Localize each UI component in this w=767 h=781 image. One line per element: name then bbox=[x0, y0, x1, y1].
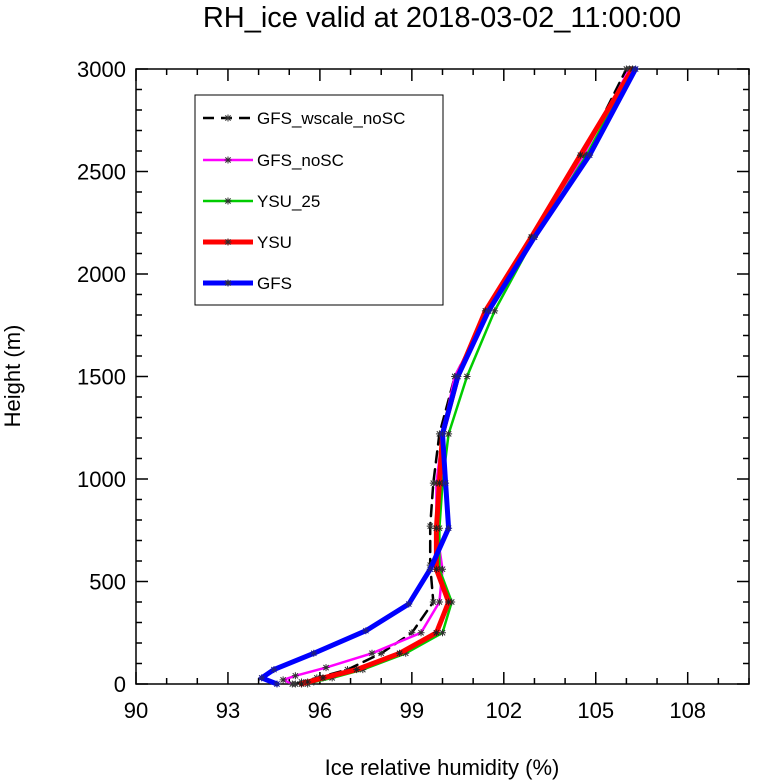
legend-marker-GFS bbox=[224, 279, 232, 287]
legend-marker-GFS_noSC bbox=[224, 156, 232, 164]
data-point-GFS_wscale_noSC bbox=[429, 598, 437, 606]
data-point-YSU bbox=[319, 674, 327, 682]
data-point-GFS bbox=[405, 600, 413, 608]
data-point-YSU bbox=[432, 524, 440, 532]
data-point-GFS bbox=[445, 524, 453, 532]
legend: GFS_wscale_noSC GFS_noSC YSU_25 YSU GFS bbox=[194, 94, 444, 306]
y-tick-label: 500 bbox=[89, 570, 126, 595]
data-point-YSU bbox=[445, 598, 453, 606]
data-point-GFS_noSC bbox=[368, 649, 376, 657]
data-point-GFS bbox=[426, 565, 434, 573]
data-point-YSU_25 bbox=[491, 307, 499, 315]
data-point-YSU bbox=[304, 678, 312, 686]
y-axis-label: Height (m) bbox=[0, 325, 25, 428]
data-point-YSU_25 bbox=[439, 629, 446, 637]
data-point-GFS_noSC bbox=[279, 676, 287, 684]
x-tick-label: 99 bbox=[400, 698, 424, 723]
data-point-YSU bbox=[298, 680, 306, 688]
series-line-YSU bbox=[299, 66, 635, 687]
data-point-YSU bbox=[396, 649, 404, 657]
data-point-GFS bbox=[362, 627, 370, 635]
data-point-GFS bbox=[632, 65, 640, 73]
data-point-GFS_noSC bbox=[417, 629, 425, 637]
x-tick-label: 108 bbox=[669, 698, 706, 723]
legend-marker-GFS_wscale_noSC bbox=[224, 114, 232, 122]
legend-label: GFS_noSC bbox=[257, 151, 344, 170]
data-point-GFS bbox=[454, 373, 462, 380]
data-point-YSU_25 bbox=[445, 430, 453, 438]
data-point-GFS bbox=[586, 151, 594, 159]
legend-marker-YSU_25 bbox=[224, 197, 232, 205]
data-point-GFS bbox=[530, 233, 538, 241]
data-point-GFS_wscale_noSC bbox=[426, 522, 434, 530]
data-point-YSU bbox=[432, 565, 440, 573]
chart-title: RH_ice valid at 2018-03-02_11:00:00 bbox=[203, 2, 681, 34]
legend-label: YSU bbox=[257, 233, 292, 252]
data-point-GFS_noSC bbox=[288, 680, 296, 688]
data-point-YSU_25 bbox=[463, 373, 471, 380]
x-tick-label: 96 bbox=[308, 698, 332, 723]
x-tick-label: 102 bbox=[485, 698, 522, 723]
legend-label: YSU_25 bbox=[257, 192, 320, 211]
y-tick-label: 1000 bbox=[77, 467, 126, 492]
y-tick-label: 2500 bbox=[77, 160, 126, 185]
y-tick-label: 0 bbox=[114, 672, 126, 697]
data-point-YSU bbox=[435, 479, 443, 487]
data-point-GFS bbox=[439, 430, 446, 438]
data-point-GFS_noSC bbox=[435, 598, 443, 606]
legend-label: GFS_wscale_noSC bbox=[257, 109, 405, 128]
data-point-GFS bbox=[442, 479, 450, 487]
data-point-YSU bbox=[353, 666, 361, 674]
x-tick-label: 105 bbox=[577, 698, 614, 723]
data-point-GFS bbox=[270, 666, 278, 674]
y-tick-label: 1500 bbox=[77, 365, 126, 390]
y-tick-label: 3000 bbox=[77, 57, 126, 82]
data-point-GFS_noSC bbox=[322, 664, 330, 672]
legend-marker-YSU bbox=[224, 238, 232, 246]
data-point-GFS_wscale_noSC bbox=[377, 649, 385, 657]
x-tick-label: 93 bbox=[216, 698, 240, 723]
data-point-GFS_noSC bbox=[291, 672, 299, 680]
data-point-GFS bbox=[258, 674, 266, 682]
x-tick-label: 90 bbox=[124, 698, 148, 723]
y-tick-label: 2000 bbox=[77, 262, 126, 287]
plot-area: 90 93 96 99 102 105 108 0 500 1000 1500 2000 2500 300… bbox=[77, 57, 750, 723]
data-point-GFS bbox=[310, 649, 318, 657]
x-axis-label: Ice relative humidity (%) bbox=[325, 755, 560, 780]
data-point-GFS bbox=[484, 307, 492, 315]
data-point-GFS_wscale_noSC bbox=[408, 629, 416, 637]
legend-label: GFS bbox=[257, 274, 292, 293]
data-point-GFS bbox=[273, 680, 281, 688]
data-point-YSU bbox=[576, 151, 584, 159]
data-point-YSU_25 bbox=[402, 649, 410, 657]
data-point-YSU bbox=[432, 629, 440, 637]
